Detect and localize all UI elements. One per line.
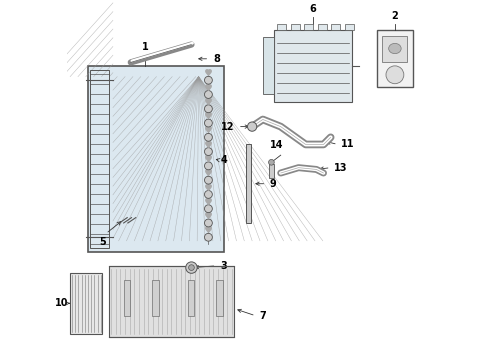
Bar bbox=[152, 280, 159, 316]
Text: 1: 1 bbox=[142, 42, 148, 51]
Circle shape bbox=[204, 105, 212, 113]
Bar bbox=[277, 24, 286, 30]
Circle shape bbox=[204, 190, 212, 198]
Circle shape bbox=[247, 122, 257, 131]
Bar bbox=[109, 266, 234, 337]
Text: 14: 14 bbox=[270, 140, 284, 150]
Bar bbox=[345, 24, 354, 30]
Bar bbox=[377, 30, 413, 87]
Bar bbox=[88, 66, 223, 252]
Bar bbox=[217, 280, 223, 316]
Text: 12: 12 bbox=[221, 122, 234, 132]
Text: 6: 6 bbox=[310, 4, 316, 14]
Bar bbox=[291, 24, 299, 30]
Circle shape bbox=[204, 162, 212, 170]
Circle shape bbox=[204, 205, 212, 213]
Text: 4: 4 bbox=[221, 156, 228, 165]
Bar bbox=[331, 24, 340, 30]
Bar bbox=[90, 69, 109, 248]
Text: 2: 2 bbox=[392, 11, 398, 21]
Bar bbox=[123, 280, 130, 316]
Ellipse shape bbox=[389, 43, 401, 54]
Circle shape bbox=[204, 119, 212, 127]
Bar bbox=[246, 144, 251, 223]
Text: 9: 9 bbox=[270, 179, 277, 189]
Text: 11: 11 bbox=[342, 139, 355, 149]
Text: 7: 7 bbox=[259, 311, 266, 321]
Bar bbox=[304, 24, 313, 30]
Bar bbox=[188, 280, 195, 316]
Circle shape bbox=[204, 91, 212, 98]
Circle shape bbox=[204, 176, 212, 184]
Circle shape bbox=[204, 134, 212, 141]
Bar bbox=[70, 273, 102, 334]
Circle shape bbox=[189, 265, 195, 270]
Circle shape bbox=[186, 262, 197, 273]
Circle shape bbox=[204, 219, 212, 227]
Bar bbox=[273, 30, 352, 102]
Circle shape bbox=[204, 76, 212, 84]
Text: 8: 8 bbox=[213, 54, 220, 64]
Circle shape bbox=[204, 233, 212, 241]
Circle shape bbox=[269, 159, 274, 165]
Circle shape bbox=[386, 66, 404, 84]
Text: 13: 13 bbox=[334, 163, 348, 173]
Bar bbox=[382, 36, 407, 62]
Bar bbox=[318, 24, 327, 30]
Circle shape bbox=[204, 148, 212, 156]
Text: 3: 3 bbox=[220, 261, 227, 271]
Text: 5: 5 bbox=[99, 237, 106, 247]
Text: 10: 10 bbox=[55, 298, 68, 308]
Bar bbox=[270, 164, 273, 178]
Bar bbox=[263, 37, 274, 94]
